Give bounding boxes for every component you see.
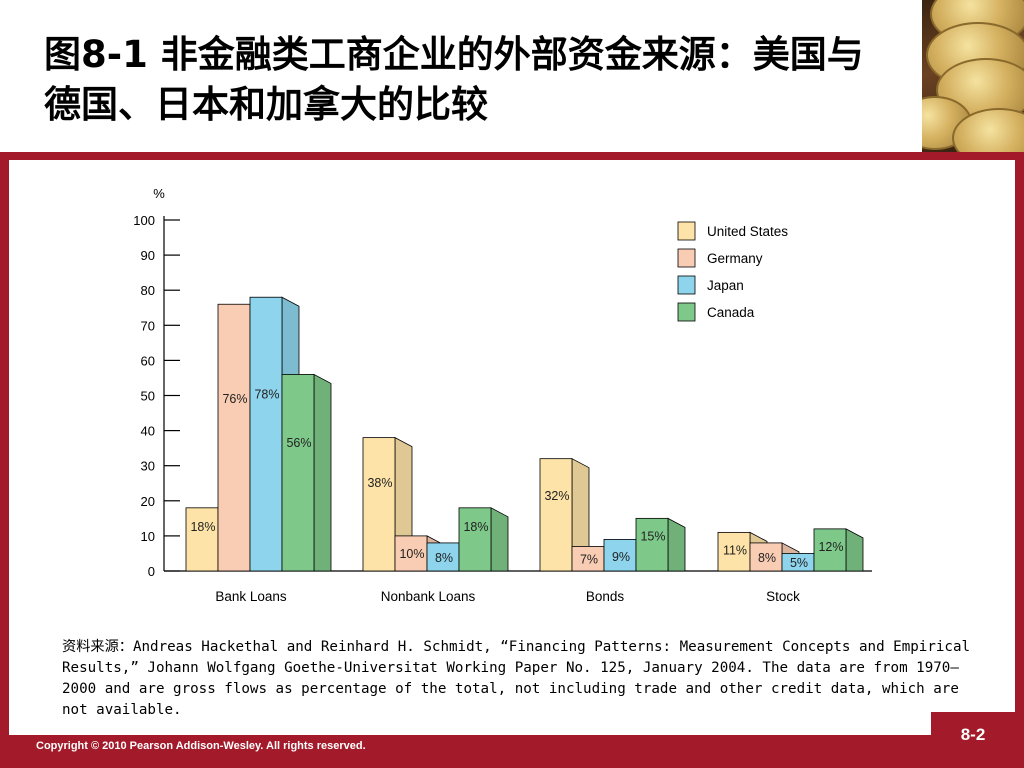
slide-title: 图8-1 非金融类工商企业的外部资金来源：美国与德国、日本和加拿大的比较 [44,33,864,126]
legend-swatch [677,302,696,322]
data-label: 18% [190,520,215,534]
legend-swatch [677,275,696,295]
data-label: 38% [367,476,392,490]
bar-side-canada [845,528,864,572]
y-tick-label: 40 [141,424,155,439]
data-label: 8% [758,551,776,565]
bar-side-canada [667,517,686,572]
x-tick-label: Nonbank Loans [381,589,476,604]
content-panel [9,160,1015,735]
data-label: 5% [790,556,808,570]
bar-germany-stock [749,542,783,572]
y-tick-label: 0 [148,564,155,579]
bar-japan-bank-loans [249,296,283,572]
bar-germany-bonds [571,546,605,572]
data-label: 11% [723,543,747,557]
title-area: 图8-1 非金融类工商企业的外部资金来源：美国与德国、日本和加拿大的比较 [0,0,1024,152]
y-tick-label: 90 [141,248,155,263]
x-tick-label: Stock [766,589,800,604]
bar-japan-nonbank-loans [426,542,460,572]
data-label: 78% [254,388,279,402]
legend-swatch [677,221,696,241]
bar-united-states-bank-loans [185,507,219,572]
copyright-text: Copyright © 2010 Pearson Addison-Wesley.… [36,740,366,752]
bar-canada-stock [813,528,847,572]
source-note-prefix: 资料来源： [62,639,133,655]
y-tick-label: 100 [133,213,155,228]
bar-united-states-bonds [539,458,573,572]
data-label: 7% [580,553,598,567]
bar-japan-bonds [603,539,637,572]
source-note: 资料来源：Andreas Hackethal and Reinhard H. S… [62,637,972,721]
legend-label: Japan [707,278,744,293]
legend-swatch [677,248,696,268]
data-label: 9% [612,550,630,564]
y-tick-label: 60 [141,353,155,368]
y-tick-label: 20 [141,494,155,509]
coins-image [922,0,1024,152]
y-tick-label: 80 [141,283,155,298]
data-label: 18% [463,520,488,534]
bar-canada-bonds [635,517,669,572]
bar-canada-bank-loans [281,374,315,572]
source-note-text: Andreas Hackethal and Reinhard H. Schmid… [62,639,971,718]
bar-canada-nonbank-loans [458,507,492,572]
y-tick-label: 30 [141,459,155,474]
y-tick-label: 70 [141,318,155,333]
data-label: 15% [640,529,665,543]
data-label: 8% [435,551,453,565]
legend-label: Canada [707,305,755,320]
bar-germany-bank-loans [217,303,251,572]
data-label: 76% [222,392,247,406]
bar-side-canada [490,507,509,572]
bar-germany-nonbank-loans [394,535,428,572]
data-label: 10% [399,547,424,561]
page-number: 8-2 [931,712,1015,758]
bar-united-states-stock [717,531,751,572]
y-tick-label: 10 [141,529,155,544]
y-axis-label: % [153,186,165,201]
x-tick-label: Bank Loans [215,589,287,604]
legend-label: United States [707,224,788,239]
y-tick-label: 50 [141,389,155,404]
data-label: 32% [544,489,569,503]
bar-side-canada [313,373,332,572]
legend-label: Germany [707,251,763,266]
data-label: 12% [818,540,843,554]
bar-united-states-nonbank-loans [362,437,396,572]
data-label: 56% [286,436,311,450]
x-tick-label: Bonds [586,589,625,604]
